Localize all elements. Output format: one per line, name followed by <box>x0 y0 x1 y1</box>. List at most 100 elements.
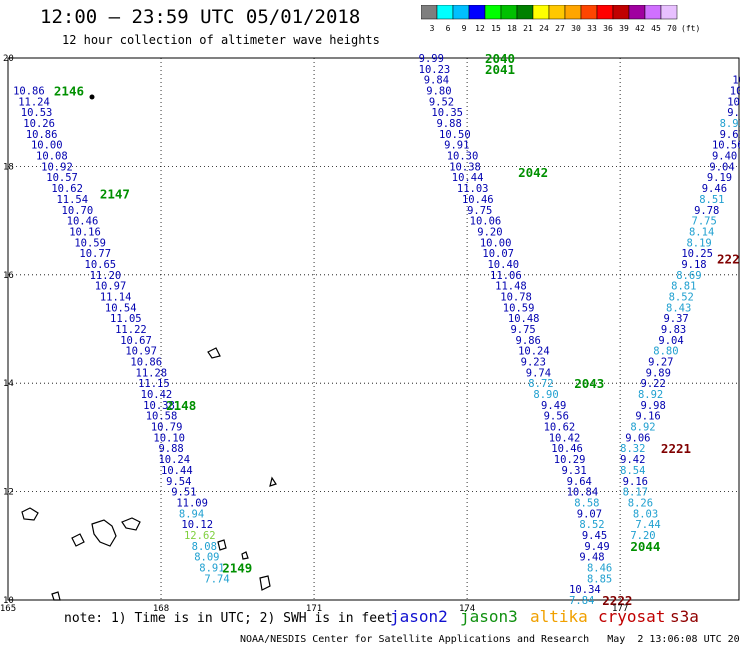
island-shape <box>259 575 271 591</box>
wave-height-value: 9.51 <box>171 487 196 499</box>
wave-height-value: 9.83 <box>661 324 686 336</box>
wave-height-value: 9.37 <box>663 313 688 325</box>
wave-height-value: 8.17 <box>623 487 648 499</box>
wave-height-value: 8.80 <box>653 346 678 358</box>
wave-height-value: 10.62 <box>544 422 576 434</box>
wave-height-value: 10.23 <box>419 64 451 76</box>
island-shape <box>207 347 221 359</box>
pass-time-label: 2040 <box>485 51 515 66</box>
wave-height-value: 10.25 <box>681 248 713 260</box>
wave-height-value: 10.59 <box>74 237 106 249</box>
x-tick-label: 165 <box>0 604 16 614</box>
legend-tick: 15 <box>491 24 501 33</box>
wave-height-value: 8.69 <box>676 270 701 282</box>
wave-height-value: 9.98 <box>641 400 666 412</box>
legend-swatch <box>644 5 662 20</box>
wave-height-value: 10.57 <box>46 172 78 184</box>
wave-height-value: 7.74 <box>204 573 229 585</box>
wave-height-value: 9.20 <box>477 226 502 238</box>
wave-height-value: 9.22 <box>641 378 666 390</box>
wave-height-value: 10.46 <box>551 443 583 455</box>
wave-height-value: 10.84 <box>567 487 599 499</box>
wave-height-value: 10.12 <box>181 519 213 531</box>
wave-height-value: 10.97 <box>125 346 157 358</box>
y-tick-label: 18 <box>3 162 14 172</box>
wave-height-value: 8.32 <box>620 443 645 455</box>
wave-height-value: 9.84 <box>424 75 449 87</box>
wave-height-value: 10.24 <box>158 454 190 466</box>
legend-swatch <box>436 5 454 20</box>
wave-height-value: 10.86 <box>26 129 58 141</box>
pass-time-label: 2221 <box>661 441 691 456</box>
wave-height-value: 9.52 <box>429 96 454 108</box>
wave-height-value: 9.99 <box>419 53 444 65</box>
legend-tick: 18 <box>507 24 517 33</box>
wave-height-value: 8.52 <box>669 291 694 303</box>
wave-height-value: 9.91 <box>444 140 469 152</box>
wave-height-value: 9.49 <box>541 400 566 412</box>
legend-tick: 21 <box>523 24 533 33</box>
wave-height-value: 9.80 <box>426 86 451 98</box>
legend-swatch <box>628 5 646 20</box>
wave-height-value: 11.24 <box>18 96 50 108</box>
wave-height-value: 9.49 <box>584 541 609 553</box>
map-grid <box>7 57 740 601</box>
legend-tick: 12 <box>475 24 485 33</box>
wave-height-value: 7.44 <box>635 519 660 531</box>
wave-height-value: 8.09 <box>194 552 219 564</box>
wave-height-value: 9.48 <box>579 552 604 564</box>
wave-height-value: 9.78 <box>694 205 719 217</box>
wave-height-value: 9.31 <box>561 465 586 477</box>
wave-height-value: 8.03 <box>633 508 658 520</box>
wave-height-value: 8.58 <box>574 497 599 509</box>
wave-height-value: 9.06 <box>625 432 650 444</box>
wave-height-value: 8.54 <box>620 465 645 477</box>
y-tick-label: 16 <box>3 271 14 281</box>
wave-height-value: 10.44 <box>161 465 193 477</box>
track-middle: 9.9910.239.849.809.5210.359.8810.509.911… <box>419 51 661 607</box>
y-tick-label: 10 <box>3 596 14 606</box>
wave-height-value: 10.10 <box>153 432 185 444</box>
wave-height-value: 10.79 <box>151 422 183 434</box>
pass-time-label: 2222 <box>602 593 632 608</box>
legend-tick: 27 <box>555 24 565 33</box>
wave-height-value: 10.97 <box>95 281 127 293</box>
wave-height-value: 10.35 <box>431 107 463 119</box>
legend-swatch <box>484 5 502 20</box>
x-tick-label: 177 <box>612 604 628 614</box>
wave-height-value: 10.92 <box>41 161 73 173</box>
wave-height-value: 10.38 <box>143 400 175 412</box>
pass-time-label: 2147 <box>100 187 130 202</box>
pass-time-label: 2146 <box>54 84 84 99</box>
legend-swatch <box>500 5 518 20</box>
wave-height-value: 9.04 <box>709 161 734 173</box>
wave-height-value: 10.59 <box>503 302 535 314</box>
y-tick-label: 12 <box>3 488 14 498</box>
island-shape <box>241 551 249 560</box>
satellite-jason3: jason3 <box>460 607 518 626</box>
legend-tick: 70 <box>667 24 677 33</box>
legend-tick: 3 <box>430 24 435 33</box>
legend-tick: 6 <box>446 24 451 33</box>
wave-height-value: 10.19 <box>730 86 740 98</box>
legend-tick: 39 <box>619 24 629 33</box>
wave-height-value: 12.62 <box>184 530 216 542</box>
wave-height-value: 10.62 <box>51 183 83 195</box>
wave-height-value: 11.06 <box>490 270 522 282</box>
wave-height-value: 10.78 <box>500 291 532 303</box>
wave-height-value: 10.70 <box>62 205 94 217</box>
altimeter-tracks: 10.8611.2410.5310.2610.8610.0010.0810.92… <box>13 51 740 608</box>
wave-height-value: 11.05 <box>110 313 142 325</box>
wave-height-value: 8.08 <box>192 541 217 553</box>
wave-height-value: 10.59 <box>727 96 740 108</box>
legend-tick: 9 <box>462 24 467 33</box>
wave-height-value: 9.86 <box>516 335 541 347</box>
wave-height-value: 9.57 <box>727 107 740 119</box>
wave-height-value: 10.38 <box>449 161 481 173</box>
wave-height-value: 10.58 <box>146 411 178 423</box>
wave-height-value: 9.54 <box>166 476 191 488</box>
wave-height-value: 8.51 <box>699 194 724 206</box>
island-shape <box>91 519 117 547</box>
legend-swatch <box>516 5 534 20</box>
